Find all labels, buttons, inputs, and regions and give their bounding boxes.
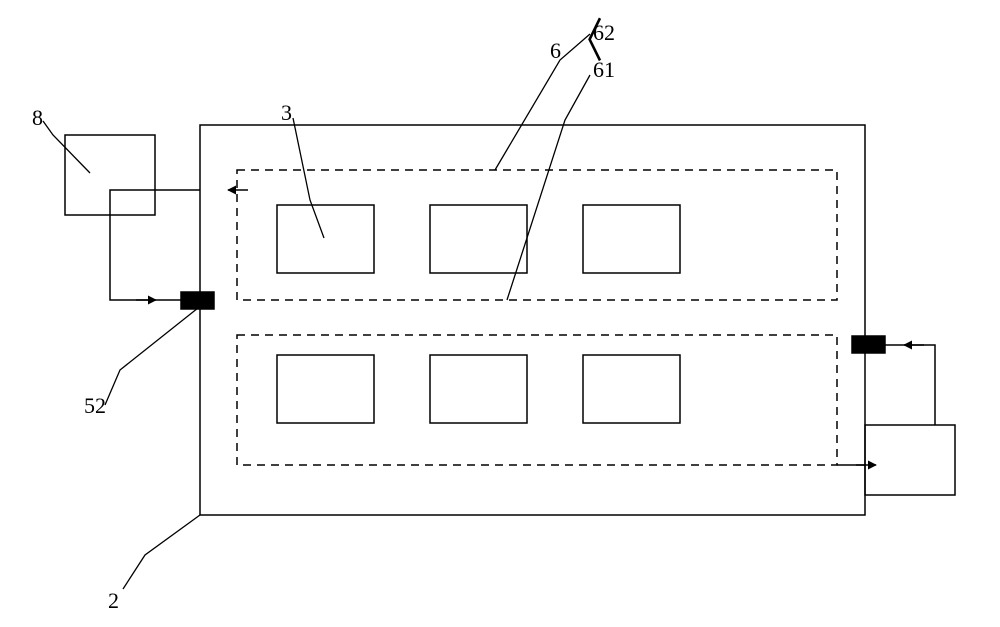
label-3: 3 <box>281 100 292 126</box>
label-2: 2 <box>108 588 119 614</box>
inner-box-3 <box>277 355 374 423</box>
inner-box-0 <box>277 205 374 273</box>
outer-frame <box>200 125 865 515</box>
leader-2 <box>105 308 198 405</box>
dashed-loop-upper <box>237 170 837 300</box>
leader-1 <box>43 121 90 173</box>
ext-box-right <box>865 425 955 495</box>
plug-left <box>181 292 214 309</box>
label-62: 62 <box>593 20 615 46</box>
inner-box-2 <box>583 205 680 273</box>
pipe-right-upper <box>865 345 935 425</box>
inner-box-1 <box>430 205 527 273</box>
leader-4 <box>507 75 590 300</box>
plug-right <box>852 336 885 353</box>
pipe-left-lower <box>110 215 181 300</box>
label-52: 52 <box>84 393 106 419</box>
label-8: 8 <box>32 105 43 131</box>
leader-3 <box>123 515 200 589</box>
inner-box-5 <box>583 355 680 423</box>
label-61: 61 <box>593 57 615 83</box>
label-6: 6 <box>550 38 561 64</box>
inner-box-4 <box>430 355 527 423</box>
leader-0 <box>293 118 324 238</box>
